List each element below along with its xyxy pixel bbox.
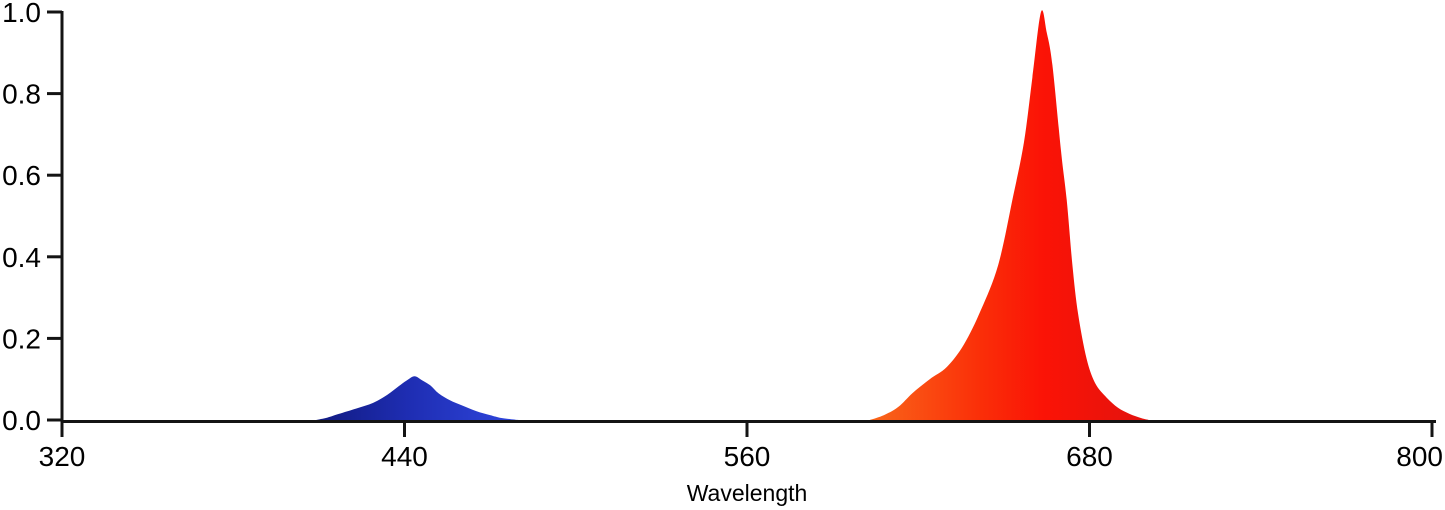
y-axis-ticks: 0.0 0.2 0.4 0.6 0.8 1.0: [2, 0, 62, 436]
series-area-red-led-peak: [869, 10, 1150, 421]
y-tick-label-0.8: 0.8: [2, 79, 41, 110]
x-tick-label-440: 440: [381, 441, 428, 472]
y-tick-label-0.6: 0.6: [2, 160, 41, 191]
series-area-blue-led-peak: [316, 376, 519, 420]
x-tick-label-800: 800: [1396, 441, 1443, 472]
y-tick-label-0.4: 0.4: [2, 242, 41, 273]
y-tick-label-1.0: 1.0: [2, 0, 41, 28]
x-tick-label-320: 320: [39, 441, 86, 472]
y-tick-label-0.2: 0.2: [2, 323, 41, 354]
axis-spine: [60, 11, 1436, 423]
x-axis-ticks: 320 440 560 680 800: [39, 421, 1443, 472]
series-areas: [316, 10, 1150, 421]
axes: [60, 11, 1436, 423]
x-tick-label-680: 680: [1066, 441, 1113, 472]
x-tick-label-560: 560: [724, 441, 771, 472]
x-axis-label: Wavelength: [687, 480, 808, 506]
y-tick-label-0.0: 0.0: [2, 405, 41, 436]
